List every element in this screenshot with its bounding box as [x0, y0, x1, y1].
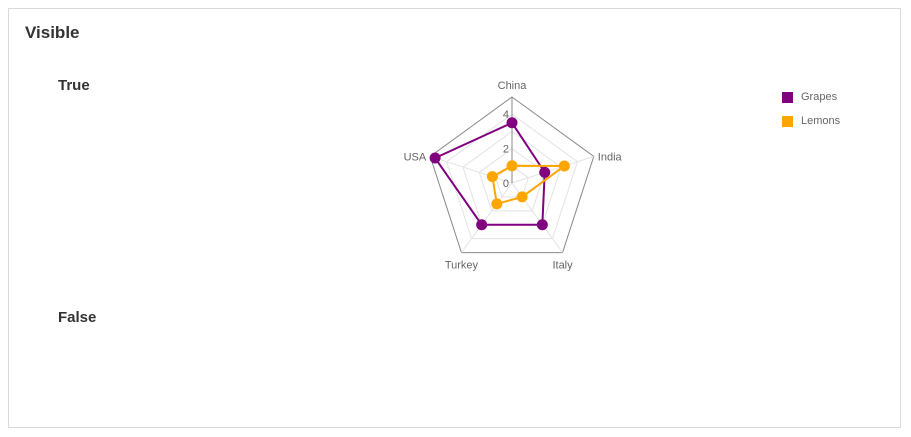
legend-item-lemons[interactable]: Lemons [782, 109, 840, 133]
legend-swatch-lemons [782, 115, 793, 127]
legend-label-grapes: Grapes [801, 91, 838, 103]
category-label-china: China [498, 80, 528, 92]
series-point-lemons-turkey [491, 198, 503, 210]
series-point-grapes-turkey [476, 219, 488, 231]
legend-label-lemons: Lemons [801, 115, 841, 127]
category-label-usa: USA [404, 151, 427, 163]
series-point-lemons-italy [516, 191, 528, 203]
series-point-grapes-india [539, 166, 551, 178]
series-point-lemons-india [558, 160, 570, 172]
radar-grid-4 [445, 113, 579, 240]
category-label-italy: Italy [552, 260, 573, 272]
series-point-grapes-italy [536, 219, 548, 231]
legend-swatch-grapes [782, 91, 793, 103]
radar-grid-5 [429, 96, 595, 254]
visibility-panel: Visible True False 0 2 4 China India Italy Tur… [8, 8, 901, 428]
radar-grid-2 [478, 147, 546, 212]
series-line-grapes [433, 121, 546, 226]
series-point-lemons-usa [486, 171, 498, 183]
radial-tick-label-0: 0 [503, 178, 509, 190]
true-label: True [58, 77, 90, 94]
radar-spoke-4 [430, 155, 513, 184]
series-point-lemons-china [506, 160, 518, 172]
radar-chart: 0 2 4 China India Italy Turkey USA [404, 80, 623, 272]
radar-spoke-1 [511, 155, 594, 184]
legend-item-grapes[interactable]: Grapes [782, 85, 840, 109]
section-title: Visible [25, 23, 80, 42]
radial-tick-label-2: 4 [503, 109, 509, 121]
radial-tick-label-1: 2 [503, 144, 509, 156]
category-label-turkey: Turkey [445, 260, 479, 272]
chart-legend: Grapes Lemons [782, 85, 840, 133]
false-label: False [58, 309, 97, 326]
series-point-grapes-china [506, 117, 518, 129]
radar-spoke-3 [461, 182, 513, 253]
category-label-india: India [598, 151, 623, 163]
radar-grid-1 [495, 165, 529, 198]
series-point-grapes-usa [429, 152, 441, 164]
